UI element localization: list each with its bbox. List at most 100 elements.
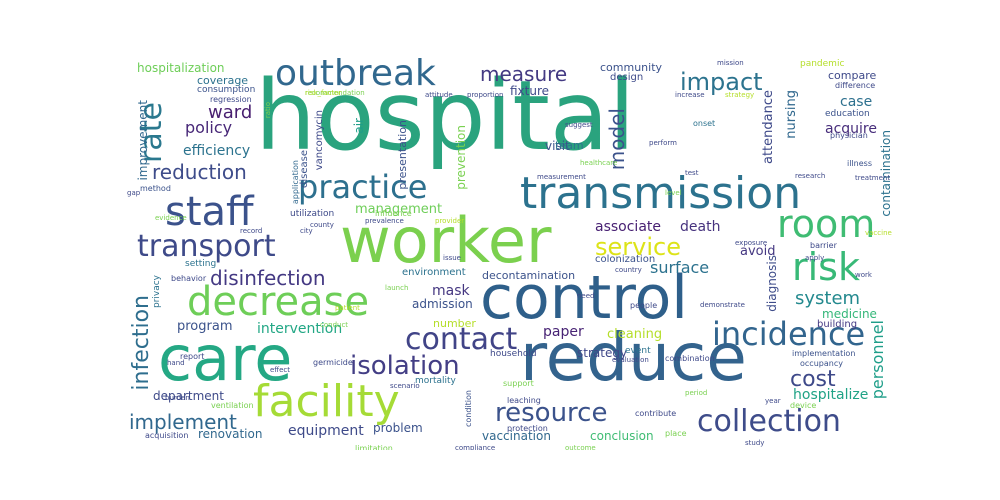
word: conduct bbox=[320, 321, 349, 329]
word: outcome bbox=[565, 444, 596, 451]
word: patient bbox=[335, 304, 360, 312]
word: disease bbox=[299, 150, 310, 188]
word: ratio bbox=[264, 102, 272, 119]
word: contribute bbox=[635, 409, 677, 418]
word: transport bbox=[137, 229, 276, 264]
word: apply bbox=[805, 254, 825, 262]
word: department bbox=[153, 389, 224, 403]
word: measure bbox=[480, 62, 568, 86]
word: strategy bbox=[725, 91, 755, 99]
word: level bbox=[665, 189, 682, 197]
word: support bbox=[503, 379, 534, 388]
word: risk bbox=[792, 245, 860, 289]
word: consumption bbox=[197, 85, 256, 95]
word: hospitalize bbox=[793, 387, 869, 403]
word: disinfection bbox=[210, 266, 326, 290]
word: room bbox=[777, 202, 876, 246]
word: compare bbox=[828, 69, 877, 82]
word: event bbox=[625, 346, 651, 356]
word: study bbox=[745, 439, 765, 447]
word: cleaning bbox=[607, 327, 663, 342]
word: recommendation bbox=[305, 89, 365, 97]
word: implement bbox=[129, 410, 237, 434]
word: coverage bbox=[197, 74, 249, 87]
word: regression bbox=[210, 95, 252, 104]
word: staff bbox=[165, 189, 254, 235]
word: physician bbox=[830, 131, 868, 140]
word: prevention bbox=[454, 125, 468, 190]
word: strategy bbox=[577, 346, 628, 360]
word: mask bbox=[432, 283, 470, 299]
word: policy bbox=[185, 118, 233, 137]
word: diagnosis bbox=[765, 255, 779, 312]
word: effect bbox=[270, 366, 291, 374]
word: nursing bbox=[784, 90, 799, 139]
word: practice bbox=[298, 168, 428, 206]
word: germicide bbox=[313, 358, 353, 367]
word: launch bbox=[385, 284, 409, 292]
word: colonization bbox=[595, 254, 656, 265]
word: combination bbox=[665, 354, 715, 363]
word: burden bbox=[165, 394, 190, 402]
word: program bbox=[177, 319, 233, 334]
word: isolation bbox=[350, 351, 460, 381]
word: limitation bbox=[355, 444, 393, 451]
word: management bbox=[355, 202, 443, 217]
word: compliance bbox=[455, 444, 496, 451]
word: country bbox=[615, 266, 642, 274]
word: facility bbox=[253, 376, 400, 427]
word: contact bbox=[405, 322, 518, 357]
word: infection bbox=[129, 295, 154, 391]
word: implementation bbox=[792, 349, 856, 358]
word: education bbox=[825, 109, 870, 119]
word: period bbox=[685, 389, 708, 397]
word: cost bbox=[790, 367, 836, 392]
word: renovation bbox=[198, 427, 263, 441]
word: leaching bbox=[507, 396, 541, 405]
word: provider bbox=[435, 217, 465, 225]
word: paper bbox=[543, 324, 584, 340]
word: work bbox=[855, 271, 872, 279]
word: mission bbox=[717, 59, 744, 67]
word: test bbox=[685, 169, 699, 177]
word: air bbox=[352, 118, 366, 134]
word: risk_factor bbox=[305, 89, 342, 97]
word: reduce bbox=[520, 319, 747, 396]
word: research bbox=[795, 172, 826, 180]
word: evaluation bbox=[612, 356, 649, 364]
word: associate bbox=[595, 219, 662, 235]
word: avoid bbox=[740, 244, 776, 259]
word: decrease bbox=[187, 279, 370, 325]
word: service bbox=[595, 233, 681, 261]
word: household bbox=[490, 349, 537, 359]
word: community bbox=[600, 61, 663, 74]
word: attendance bbox=[761, 90, 776, 165]
word: people bbox=[630, 301, 658, 310]
word: scenario bbox=[390, 382, 420, 390]
word: building bbox=[817, 319, 858, 330]
word: decontamination bbox=[482, 269, 576, 282]
word: acquire bbox=[825, 121, 877, 137]
word: report bbox=[180, 352, 205, 361]
word: city bbox=[300, 227, 313, 235]
word: transmission bbox=[520, 168, 802, 219]
word: number bbox=[433, 317, 476, 330]
word: place bbox=[665, 429, 687, 438]
word: hospital bbox=[255, 60, 636, 172]
word: design bbox=[610, 72, 644, 83]
word: personnel bbox=[868, 320, 887, 400]
word: resource bbox=[495, 398, 608, 428]
word: occupancy bbox=[800, 359, 843, 368]
word: setting bbox=[185, 259, 217, 269]
word: mortality bbox=[415, 376, 456, 386]
word: visit bbox=[545, 139, 570, 153]
word: utilization bbox=[290, 209, 335, 219]
word: conclusion bbox=[590, 429, 654, 443]
word: vancomycin bbox=[314, 110, 325, 171]
word: barrier bbox=[810, 241, 837, 250]
word: incidence bbox=[712, 315, 866, 353]
word: onset bbox=[693, 119, 716, 128]
word: outbreak bbox=[275, 53, 436, 94]
word: worker bbox=[340, 204, 552, 277]
word: impact bbox=[680, 68, 763, 96]
